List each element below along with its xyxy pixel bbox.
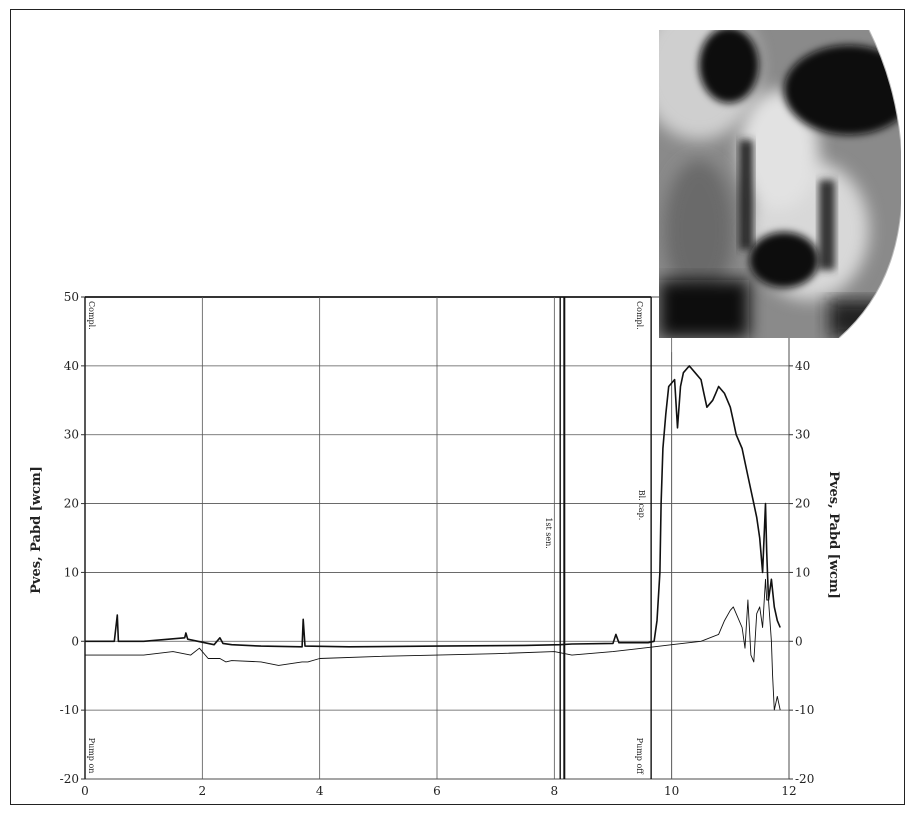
event-bottom-label: Pump off — [635, 738, 644, 776]
right-y-tick-label: 30 — [795, 428, 810, 442]
grid-layer — [84, 296, 790, 780]
x-tick-label: 10 — [664, 784, 679, 798]
y-axis-label: Pves, Pabd [wcm] — [29, 466, 44, 594]
right-y-tick-label: 40 — [795, 359, 810, 373]
y-tick-label: 50 — [64, 290, 79, 304]
event-bottom-label: 1st sen. — [544, 517, 553, 549]
series-line-1 — [85, 365, 781, 648]
series-layer — [85, 365, 781, 711]
series-line-2 — [85, 578, 781, 711]
axis-layer: 0 2 4 6 8 10 12-20-1001020304050-20-1001020304… — [60, 290, 815, 798]
event-bottom-label: Bl. cap. — [637, 490, 646, 520]
right-y-tick-label: 0 — [795, 634, 803, 648]
event-marker-layer: Compl. Pump on 1st sen. Compl. Pump off Bl. c… — [84, 297, 673, 779]
x-tick-label: 2 — [199, 784, 207, 798]
y-tick-label: 20 — [64, 497, 79, 511]
event-top-label: Compl. — [635, 301, 644, 330]
y-tick-label: 40 — [64, 359, 79, 373]
y-tick-label: 30 — [64, 428, 79, 442]
x-tick-label: 4 — [316, 784, 324, 798]
y-tick-label: 10 — [64, 565, 79, 579]
x-tick-label: 12 — [781, 784, 796, 798]
right-y-tick-label: -20 — [795, 772, 814, 786]
event-top-label: Compl. — [87, 301, 96, 330]
y-tick-label: -10 — [60, 703, 79, 717]
fluoroscopy-image — [659, 30, 901, 338]
right-y-tick-label: 10 — [795, 565, 810, 579]
y-tick-label: 0 — [71, 634, 79, 648]
right-y-tick-label: 20 — [795, 497, 810, 511]
x-tick-label: 6 — [433, 784, 441, 798]
right-y-axis-label: Pves, Pabd [wcm] — [826, 471, 841, 599]
right-y-tick-label: -10 — [795, 703, 814, 717]
x-tick-label: 8 — [551, 784, 559, 798]
event-bottom-label: Pump on — [87, 738, 96, 774]
y-tick-label: -20 — [60, 772, 79, 786]
figure-frame — [10, 9, 905, 805]
x-tick-label: 0 — [81, 784, 89, 798]
